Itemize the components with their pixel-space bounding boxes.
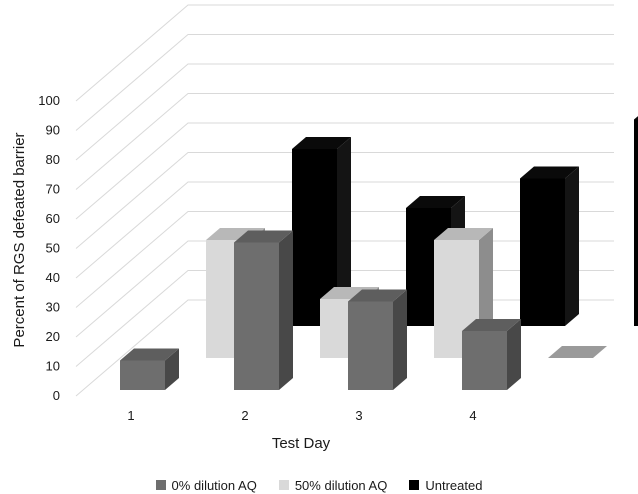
gridline-4	[75, 181, 614, 279]
bar-untreated-day-4	[634, 116, 638, 326]
bar-0-dilution-aq-day-3	[348, 289, 407, 390]
bar-front-face	[634, 119, 638, 326]
bar-0-dilution-aq-day-4	[462, 319, 521, 390]
bar-50-dilution-aq-day-4	[548, 346, 607, 358]
y-tick-label: 0	[53, 388, 60, 403]
gridline-6	[75, 122, 614, 220]
y-tick-label: 40	[46, 270, 60, 285]
y-tick-label: 10	[46, 359, 60, 374]
bar-0-dilution-aq-day-1	[120, 348, 179, 390]
legend: 0% dilution AQ 50% dilution AQ Untreated	[0, 476, 638, 494]
gridline-10	[75, 4, 614, 102]
legend-item-2: Untreated	[409, 478, 482, 493]
legend-item-0: 0% dilution AQ	[155, 477, 257, 493]
y-tick-label: 30	[46, 300, 60, 315]
y-tick-label: 70	[46, 182, 60, 197]
y-axis-title: Percent of RGS defeated barrier	[11, 132, 28, 347]
legend-swatch-1	[278, 480, 289, 490]
y-tick-label: 20	[46, 329, 60, 344]
bar-side-face	[507, 319, 521, 390]
legend-swatch-2	[409, 480, 420, 490]
bar-top-face	[520, 166, 579, 179]
y-tick-label: 50	[46, 241, 60, 256]
bar-top-face	[406, 196, 465, 208]
bar-top-face	[634, 116, 638, 120]
gridlines	[75, 4, 614, 397]
bar-side-face	[393, 289, 407, 390]
legend-label-0: 0% dilution AQ	[171, 477, 257, 493]
y-tick-label: 60	[46, 211, 60, 226]
bar-side-face	[565, 166, 579, 326]
gridline-7	[75, 93, 614, 190]
bar-side-face	[337, 137, 351, 326]
y-axis-ticks: 0 10 20 30 40 50 60 70 80 90 100	[38, 93, 60, 403]
legend-swatch-0	[155, 480, 166, 490]
bar-top-face	[234, 230, 293, 243]
x-tick-label: 1	[127, 408, 134, 423]
y-tick-label: 100	[38, 93, 60, 108]
gridline-9	[75, 34, 614, 131]
bar-top-face	[434, 228, 493, 240]
bar-side-face	[279, 230, 293, 390]
bar-top-face	[292, 137, 351, 149]
bar-top-face	[462, 319, 521, 331]
x-tick-label: 4	[469, 408, 476, 423]
x-tick-label: 2	[241, 408, 248, 423]
bar-front-face	[234, 242, 279, 390]
bar-front-face	[120, 360, 165, 390]
bar-front-face	[348, 301, 393, 390]
y-tick-label: 80	[46, 152, 60, 167]
legend-label-2: Untreated	[425, 477, 483, 493]
bar-front-face	[520, 178, 565, 326]
bar-zero-face	[548, 346, 607, 358]
bars	[120, 116, 638, 390]
y-tick-label: 90	[46, 123, 60, 138]
x-axis-title: Test Day	[272, 435, 331, 452]
gridline-3	[75, 211, 614, 308]
bar-top-face	[120, 348, 179, 361]
bar-side-face	[165, 348, 179, 390]
bar-0-dilution-aq-day-2	[234, 230, 293, 390]
legend-item-1: 50% dilution AQ	[278, 477, 388, 493]
gridline-8	[75, 63, 614, 161]
gridline-5	[75, 152, 614, 249]
bar-untreated-day-3	[520, 166, 579, 326]
legend-label-1: 50% dilution AQ	[294, 477, 388, 493]
x-tick-label: 3	[355, 408, 362, 423]
x-axis-ticks: 1 2 3 4	[127, 408, 476, 423]
bar-front-face	[462, 331, 507, 390]
bar-top-face	[348, 289, 407, 302]
